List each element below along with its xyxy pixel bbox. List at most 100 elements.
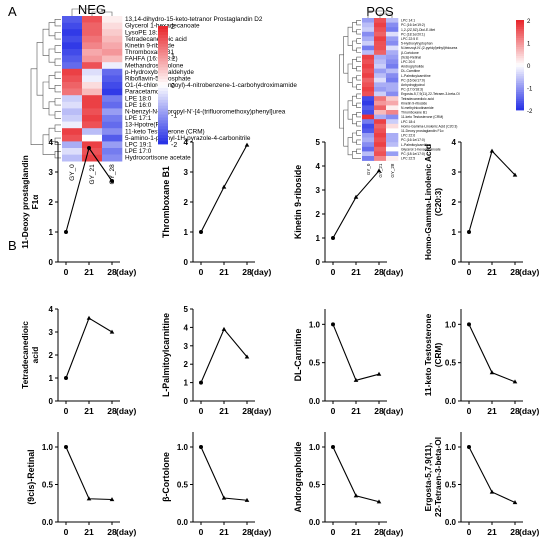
data-point bbox=[244, 497, 250, 502]
y-tick-label: 1 bbox=[184, 379, 189, 388]
heatmap-cell bbox=[82, 95, 103, 103]
heatmap-cell bbox=[362, 146, 375, 152]
heatmap-row-label: PC (18:1e/17:0) bbox=[401, 152, 425, 156]
heatmap-cell bbox=[102, 35, 123, 43]
heatmap-cell bbox=[362, 100, 375, 106]
heatmap-row-label: Kinetin 9-riboside bbox=[125, 43, 175, 50]
y-tick-label: 3 bbox=[184, 342, 189, 351]
heatmap-row-label: N-methylnicotinamide bbox=[401, 106, 434, 110]
heatmap-cell bbox=[374, 142, 387, 148]
scale-step bbox=[516, 101, 524, 104]
data-point bbox=[489, 489, 495, 494]
heatmap-row-label: DL-Carnitine bbox=[401, 69, 420, 73]
scale-step bbox=[516, 40, 524, 43]
data-point bbox=[331, 236, 335, 240]
heatmap-cell bbox=[386, 41, 399, 46]
scale-step bbox=[516, 53, 524, 57]
heatmap-row-label: Methandrostenolone bbox=[125, 62, 184, 69]
heatmap-cell bbox=[386, 91, 399, 97]
heatmap-cell bbox=[102, 108, 123, 116]
data-point bbox=[110, 179, 114, 183]
heatmap-cell bbox=[362, 18, 375, 23]
x-unit-label: (day) bbox=[519, 406, 539, 416]
x-tick-label: 28 bbox=[107, 406, 117, 416]
heatmap-cell bbox=[374, 114, 387, 120]
heatmap-cell bbox=[374, 156, 387, 161]
y-tick-label: 4 bbox=[184, 138, 189, 147]
heatmap-cell bbox=[362, 119, 375, 125]
heatmap-cell bbox=[374, 31, 387, 37]
line-chart-9: 0.0 0.5 1.0 0 21 28 (day) (9cis)-Retinal bbox=[26, 432, 136, 537]
heatmap-cell bbox=[386, 123, 399, 129]
heatmap-cell bbox=[362, 128, 375, 134]
data-point bbox=[199, 380, 203, 385]
heatmap-cell bbox=[102, 29, 123, 37]
heatmap-cell bbox=[362, 59, 375, 65]
scale-step bbox=[158, 43, 168, 48]
y-axis-label: 11-Deoxy prostaglandin bbox=[20, 155, 30, 249]
scale-step bbox=[158, 93, 168, 98]
heatmap-cell bbox=[102, 42, 123, 50]
heatmap-cell bbox=[362, 82, 375, 88]
y-tick-label: 1.0 bbox=[309, 443, 321, 452]
y-tick-label: 3 bbox=[316, 186, 321, 195]
line-chart-8: 0.0 0.5 1.0 0 21 28 (day) 11-keto Testosterone(… bbox=[423, 309, 539, 416]
heatmap-cell bbox=[374, 110, 387, 115]
y-tick-label: 2 bbox=[184, 360, 189, 369]
heatmap-cell bbox=[386, 54, 399, 60]
x-tick-label: 0 bbox=[331, 527, 336, 537]
heatmap-cell bbox=[362, 87, 375, 92]
heatmap-row-label: LysoPE 18:2 bbox=[125, 29, 161, 36]
y-tick-label: 0.5 bbox=[445, 481, 457, 490]
x-unit-label: (day) bbox=[251, 527, 271, 537]
heatmap-cell bbox=[386, 36, 399, 42]
scale-step bbox=[158, 26, 168, 30]
heatmap-cell bbox=[386, 64, 399, 69]
heatmap-cell bbox=[386, 128, 399, 134]
x-tick-label: 0 bbox=[64, 406, 69, 416]
scale-step bbox=[516, 87, 524, 91]
y-tick-label: 0.0 bbox=[445, 397, 457, 406]
y-axis-label: β-Cortolone bbox=[161, 452, 171, 502]
heatmap-cell bbox=[386, 73, 399, 79]
x-tick-label: 28 bbox=[242, 527, 252, 537]
y-tick-label: 4 bbox=[316, 162, 321, 171]
heatmap-cell bbox=[362, 105, 375, 111]
heatmap-cell bbox=[362, 36, 375, 42]
scale-step bbox=[158, 46, 168, 50]
heatmap-cell bbox=[362, 133, 375, 138]
data-point bbox=[353, 493, 359, 498]
y-tick-label: 4 bbox=[49, 305, 54, 314]
scale-step bbox=[516, 74, 524, 77]
x-tick-label: 28 bbox=[374, 527, 384, 537]
scale-step bbox=[158, 28, 168, 33]
heatmap-cell bbox=[62, 62, 83, 70]
heatmap-title: POS bbox=[366, 4, 394, 19]
data-point bbox=[353, 377, 359, 382]
heatmap-cell bbox=[374, 82, 387, 88]
heatmap-cell bbox=[374, 41, 387, 46]
y-tick-label: 0 bbox=[49, 258, 54, 267]
y-tick-label: 0 bbox=[184, 397, 189, 406]
heatmap-cell bbox=[386, 100, 399, 106]
heatmap-row-label: Ergosta-5,7,9(11),22-Tetraen-3-beta-Ol bbox=[401, 92, 460, 96]
scale-step bbox=[158, 31, 168, 36]
heatmap-cell bbox=[374, 45, 387, 51]
heatmap-cell bbox=[362, 31, 375, 37]
scale-step bbox=[516, 85, 524, 88]
heatmap-cell bbox=[386, 156, 399, 161]
heatmap-cell bbox=[62, 95, 83, 103]
scale-step bbox=[158, 52, 168, 56]
heatmap-cell bbox=[386, 146, 399, 152]
scale-step bbox=[516, 94, 524, 97]
y-axis-label: (CRM) bbox=[433, 343, 443, 368]
heatmap-pos: POS LPC 14:1PC (16:1e/19:2)1,2-(2Z,5Z)-Di… bbox=[339, 4, 533, 178]
heatmap-cell bbox=[62, 35, 83, 43]
heatmap-cell bbox=[62, 82, 83, 89]
data-point bbox=[353, 194, 359, 199]
heatmap-row-label: LPC 22:5 bbox=[401, 157, 415, 161]
heatmap-row-label: LPC 18:4 bbox=[401, 120, 415, 124]
heatmap-row-label: L-Palmitoylcarnitine bbox=[401, 143, 431, 147]
y-axis-label: (9cis)-Retinal bbox=[26, 449, 36, 504]
data-point bbox=[221, 495, 227, 500]
